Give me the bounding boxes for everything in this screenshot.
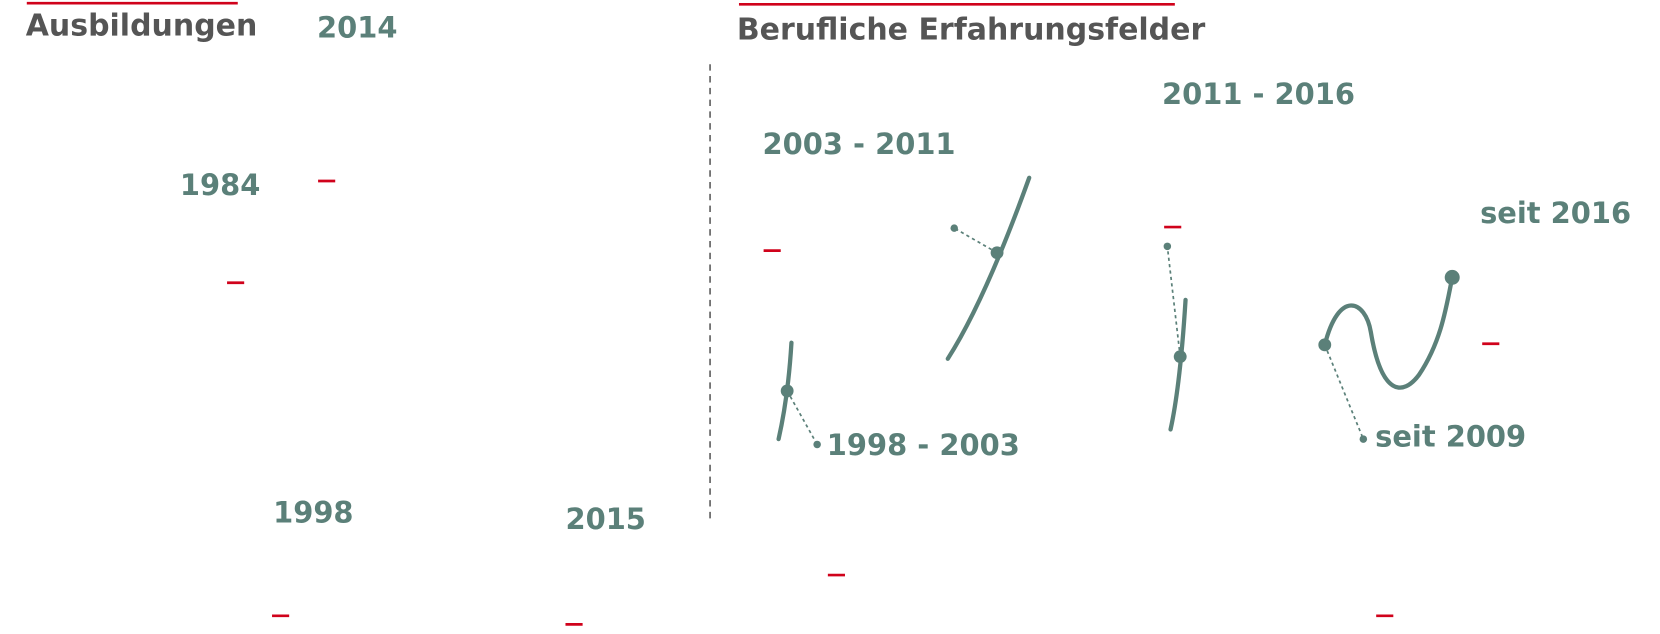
year-label: 2014 [317, 10, 397, 44]
year-label: 1998 [273, 496, 353, 530]
year-label: 2015 [565, 502, 645, 536]
period-label: seit 2016 [1480, 196, 1631, 230]
section-heading: Ausbildungen [26, 8, 258, 43]
period-label: 2011 - 2016 [1162, 77, 1355, 111]
period-label: 2003 - 2011 [763, 127, 956, 161]
period-label: 1998 - 2003 [827, 428, 1020, 462]
red-dashes [227, 179, 1500, 626]
decorative-curves [776, 175, 1460, 449]
section-heading: Berufliche Erfahrungsfelder [737, 13, 1206, 48]
year-label: 1984 [180, 168, 260, 202]
period-label: seit 2009 [1375, 420, 1526, 454]
